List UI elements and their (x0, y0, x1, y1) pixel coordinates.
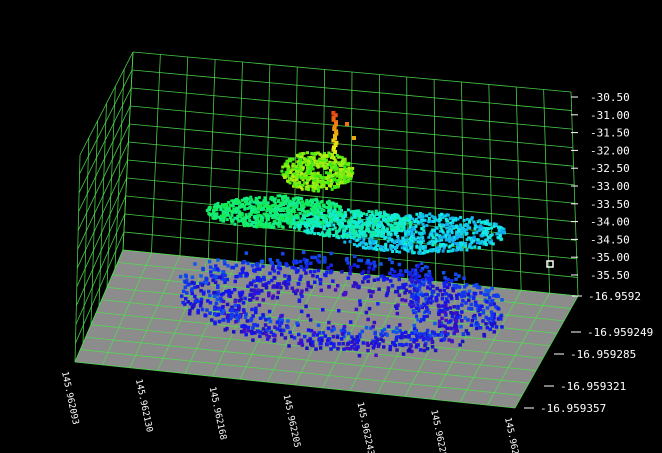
z-tick-label: -35.50 (590, 269, 630, 282)
z-tick-label: -34.50 (590, 233, 630, 246)
z-tick-label: -33.50 (590, 198, 630, 211)
y-tick-label: -16.959357 (540, 402, 606, 415)
z-tick-label: -32.50 (590, 162, 630, 175)
z-tick-label: -31.00 (590, 109, 630, 122)
z-tick-label: -34.00 (590, 216, 630, 229)
point-cloud (178, 110, 506, 358)
z-tick-label: -31.50 (590, 127, 630, 140)
x-tick-label: 145.962093 (59, 371, 80, 426)
z-tick-label: -30.50 (590, 91, 630, 104)
y-tick-label: -16.9592 (588, 290, 641, 303)
x-tick-label: 145.962318 (502, 417, 523, 453)
y-tick-label: -16.959321 (560, 380, 626, 393)
y-axis-ticks: -16.9592 -16.959249 -16.959285 -16.959321 -1… (524, 290, 653, 415)
z-axis-ticks: -30.50 -31.00 -31.50 -32.00 -32.50 -33.00 -33.… (571, 91, 630, 282)
z-tick-label: -32.00 (590, 144, 630, 157)
y-tick-label: -16.959285 (570, 348, 636, 361)
y-tick-label: -16.959249 (587, 326, 653, 339)
z-tick-label: -35.00 (590, 251, 630, 264)
corner-marker (546, 260, 554, 268)
x-tick-label: 145.962280 (428, 409, 449, 453)
x-tick-label: 145.962130 (133, 378, 154, 433)
x-tick-label: 145.962168 (207, 386, 228, 441)
z-tick-label: -33.00 (590, 180, 630, 193)
x-tick-label: 145.962243 (354, 401, 375, 453)
x-tick-label: 145.962205 (281, 394, 302, 449)
